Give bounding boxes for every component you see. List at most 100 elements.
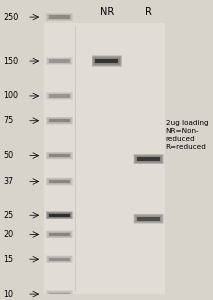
Bar [46, 231, 72, 238]
Bar [49, 180, 70, 183]
Bar [47, 292, 71, 297]
Bar [46, 211, 73, 219]
Bar [48, 118, 71, 123]
Bar [47, 14, 72, 20]
Bar [47, 58, 71, 64]
Bar [48, 15, 71, 19]
Bar [135, 155, 162, 163]
Bar [136, 156, 161, 162]
Bar [47, 58, 72, 64]
Bar [47, 152, 72, 159]
Bar [46, 290, 73, 298]
Text: 250: 250 [3, 13, 19, 22]
Bar [48, 179, 71, 184]
Bar [47, 178, 72, 185]
Bar [46, 178, 73, 185]
Bar [95, 59, 118, 63]
Bar [95, 58, 119, 64]
Bar [46, 178, 72, 185]
Bar [46, 291, 72, 298]
Bar [134, 214, 164, 224]
Text: 75: 75 [3, 116, 14, 125]
Bar [49, 94, 70, 98]
Bar [136, 157, 161, 162]
Bar [48, 94, 71, 98]
Bar [135, 156, 162, 162]
Bar [49, 94, 70, 98]
Bar [136, 216, 161, 221]
Bar [48, 292, 71, 296]
Bar [49, 154, 70, 158]
Bar [46, 256, 72, 262]
Bar [46, 291, 72, 298]
Bar [47, 256, 72, 262]
Bar [47, 291, 72, 297]
Bar [48, 292, 71, 296]
Bar [137, 157, 161, 161]
Bar [47, 256, 72, 262]
Bar [49, 292, 70, 296]
Bar [94, 58, 119, 64]
Bar [48, 292, 71, 296]
Bar [46, 92, 73, 100]
Bar [49, 59, 70, 63]
Bar [48, 15, 71, 20]
Bar [48, 15, 70, 19]
Bar [47, 93, 72, 99]
Bar [49, 214, 70, 217]
Bar [47, 291, 72, 297]
Bar [46, 13, 73, 21]
Bar [47, 14, 72, 20]
Bar [47, 93, 71, 99]
Text: 10: 10 [3, 290, 13, 298]
Bar [136, 156, 161, 162]
Bar [49, 214, 70, 217]
Bar [134, 214, 163, 223]
Bar [137, 217, 161, 221]
Bar [49, 180, 70, 183]
Text: 150: 150 [3, 56, 18, 65]
Bar [48, 213, 71, 218]
Bar [47, 256, 72, 262]
Bar [47, 232, 72, 237]
Bar [49, 15, 70, 19]
Bar [47, 291, 71, 297]
Bar [136, 216, 161, 222]
Bar [46, 152, 72, 159]
Bar [46, 152, 72, 159]
Text: R: R [145, 8, 152, 17]
Bar [93, 57, 120, 65]
Bar [46, 14, 72, 21]
Bar [48, 118, 71, 123]
Bar [47, 231, 72, 238]
Bar [92, 56, 121, 66]
Bar [136, 216, 161, 221]
Bar [46, 212, 72, 219]
Bar [46, 212, 72, 219]
Bar [49, 59, 70, 63]
Text: 15: 15 [3, 255, 13, 264]
Bar [47, 212, 71, 218]
Bar [46, 58, 72, 64]
Bar [46, 57, 73, 65]
Text: 2ug loading
NR=Non-
reduced
R=reduced: 2ug loading NR=Non- reduced R=reduced [166, 121, 208, 150]
Bar [48, 179, 71, 184]
Bar [92, 56, 122, 66]
Bar [133, 154, 164, 164]
Bar [48, 118, 71, 123]
Bar [93, 57, 121, 65]
Bar [47, 153, 72, 158]
Bar [94, 57, 120, 65]
Bar [47, 93, 71, 98]
Bar [46, 231, 72, 238]
Bar [46, 117, 72, 124]
Bar [47, 58, 72, 64]
Bar [49, 292, 70, 296]
Text: 37: 37 [3, 177, 13, 186]
Bar [46, 230, 73, 238]
Bar [94, 57, 120, 65]
Bar [92, 55, 122, 67]
Bar [47, 153, 71, 158]
Bar [46, 92, 72, 100]
Bar [134, 214, 163, 223]
